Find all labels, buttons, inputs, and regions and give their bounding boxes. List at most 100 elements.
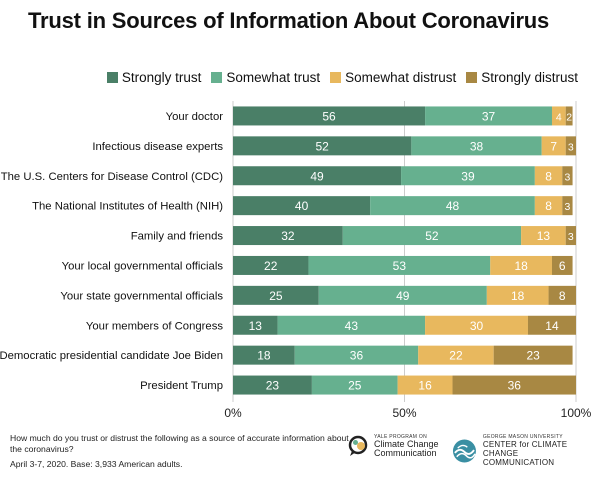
data-label: 56 (322, 109, 336, 123)
chart-title: Trust in Sources of Information About Co… (28, 8, 550, 33)
data-label: 38 (470, 139, 484, 153)
data-label: 22 (449, 349, 463, 363)
category-label: Infectious disease experts (92, 141, 223, 153)
data-label: 32 (281, 229, 295, 243)
bar-segment-somewhat-distrust (397, 375, 453, 395)
gmu-logo-line1: CENTER for CLIMATE CHANGE (482, 440, 568, 458)
bar-segment-strongly-trust (233, 255, 309, 275)
bar-segment-somewhat-trust (277, 315, 426, 335)
bar-segment-strongly-trust (233, 285, 319, 305)
bar-segment-somewhat-distrust (541, 136, 566, 156)
yale-program-logo: YALE PROGRAM ON Climate Change Communica… (348, 434, 439, 458)
gmu-logo-line2: COMMUNICATION (482, 458, 555, 467)
data-label: 18 (511, 289, 525, 303)
bar-segment-somewhat-trust (401, 166, 535, 186)
data-label: 36 (350, 349, 364, 363)
bar-segment-somewhat-distrust (534, 196, 563, 216)
legend-label-somewhat-trust: Somewhat trust (226, 70, 321, 85)
data-label: 52 (425, 229, 439, 243)
category-label: The U.S. Centers for Disease Control (CD… (1, 171, 223, 183)
legend-swatch-somewhat-trust (211, 72, 223, 83)
category-label: Your state governmental officials (60, 290, 223, 302)
data-label: 23 (266, 379, 280, 393)
data-label: 52 (316, 139, 330, 153)
bar-segment-somewhat-trust (308, 255, 491, 275)
bar-segment-somewhat-distrust (425, 315, 528, 335)
bar-segment-strongly-trust (233, 226, 343, 246)
gmu-logo-small-text: GEORGE MASON UNIVERSITY (482, 434, 563, 440)
legend-swatch-somewhat-distrust (330, 72, 342, 83)
data-label: 39 (461, 169, 475, 183)
bar-segment-somewhat-trust (342, 226, 522, 246)
bar-segment-strongly-trust (233, 196, 371, 216)
x-tick-label: 50% (392, 406, 416, 420)
data-label: 13 (537, 229, 551, 243)
data-label: 16 (418, 379, 432, 393)
data-label: 8 (545, 199, 552, 213)
data-label: 4 (556, 111, 562, 123)
data-label: 25 (348, 379, 362, 393)
category-label: The National Institutes of Health (NIH) (32, 201, 223, 213)
bar-segment-strongly-distrust (562, 196, 573, 216)
data-label: 14 (545, 319, 559, 333)
data-label: 53 (393, 259, 407, 273)
legend-swatch-strongly-distrust (466, 72, 478, 83)
bar-segment-somewhat-trust (311, 375, 398, 395)
data-label: 2 (566, 111, 572, 123)
legend-item-strongly-distrust: Strongly distrust (466, 70, 578, 85)
data-label: 3 (565, 201, 571, 213)
bar-segment-strongly-trust (233, 136, 412, 156)
data-label: 49 (310, 169, 324, 183)
survey-base-note: April 3-7, 2020. Base: 3,933 American ad… (10, 459, 183, 469)
data-label: 36 (508, 379, 522, 393)
category-label: President Trump (140, 380, 223, 392)
data-label: 22 (264, 259, 278, 273)
data-label: 7 (550, 139, 557, 153)
bar-segment-strongly-distrust (565, 136, 576, 156)
legend-label-strongly-trust: Strongly trust (121, 70, 202, 85)
bar-segment-strongly-distrust (551, 255, 573, 275)
legend-label-somewhat-distrust: Somewhat distrust (345, 70, 457, 85)
bar-segment-strongly-distrust (548, 285, 576, 305)
wave-globe-icon (452, 439, 476, 462)
category-label: Family and friends (131, 231, 224, 243)
bar-segment-strongly-trust (233, 106, 426, 126)
legend: Strongly trust Somewhat trust Somewhat d… (106, 70, 578, 85)
data-label: 40 (295, 199, 309, 213)
data-label: 3 (568, 141, 574, 153)
category-label: Your doctor (166, 111, 224, 123)
data-label: 8 (545, 169, 552, 183)
legend-item-somewhat-distrust: Somewhat distrust (330, 70, 456, 85)
bar-segment-somewhat-distrust (490, 255, 552, 275)
data-label: 3 (565, 171, 571, 183)
yale-logo-small-text: YALE PROGRAM ON (374, 434, 428, 440)
x-tick-label: 100% (561, 406, 592, 420)
bar-segment-strongly-distrust (527, 315, 576, 335)
bar-segment-somewhat-distrust (418, 345, 494, 365)
bar-segment-strongly-distrust (565, 106, 573, 126)
survey-question-note: How much do you trust or distrust the fo… (10, 433, 349, 454)
legend-item-strongly-trust: Strongly trust (106, 70, 202, 85)
data-label: 30 (470, 319, 484, 333)
data-label: 13 (249, 319, 263, 333)
data-label: 49 (396, 289, 410, 303)
bar-segment-strongly-trust (233, 315, 278, 335)
bar-segment-somewhat-trust (318, 285, 487, 305)
category-label: Your local governmental officials (62, 260, 224, 272)
legend-swatch-strongly-trust (106, 72, 118, 83)
bar-segment-somewhat-trust (425, 106, 552, 126)
data-label: 37 (482, 109, 496, 123)
bar-segment-somewhat-distrust (486, 285, 549, 305)
data-label: 3 (568, 231, 574, 243)
legend-item-somewhat-trust: Somewhat trust (211, 70, 320, 85)
bar-segment-somewhat-distrust (551, 106, 566, 126)
x-tick-label: 0% (224, 406, 242, 420)
data-label: 43 (345, 319, 359, 333)
bar-segment-strongly-distrust (565, 226, 576, 246)
bar-segment-somewhat-distrust (534, 166, 563, 186)
bar-segment-strongly-distrust (562, 166, 573, 186)
bar-segment-somewhat-trust (370, 196, 535, 216)
data-label: 25 (269, 289, 283, 303)
category-label: Democratic presidential candidate Joe Bi… (0, 350, 223, 362)
